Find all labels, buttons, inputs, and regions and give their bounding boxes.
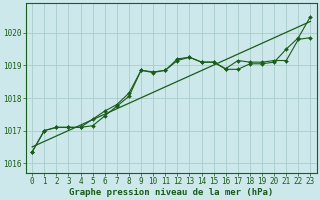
X-axis label: Graphe pression niveau de la mer (hPa): Graphe pression niveau de la mer (hPa) bbox=[69, 188, 274, 197]
